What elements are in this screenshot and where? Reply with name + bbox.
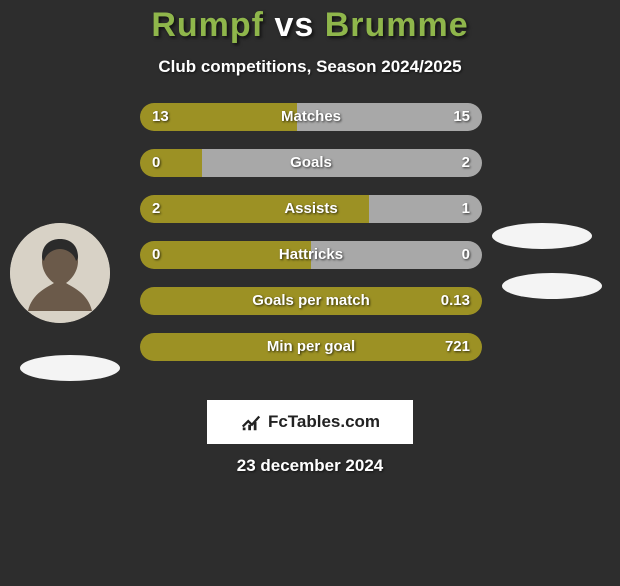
page-title: Rumpf vs Brumme	[0, 6, 620, 45]
title-right: Brumme	[325, 6, 469, 44]
title-vs: vs	[274, 6, 314, 44]
player-right-shadow-1	[492, 223, 592, 249]
subtitle: Club competitions, Season 2024/2025	[0, 57, 620, 77]
player-right-shadow-2	[502, 273, 602, 299]
person-icon	[10, 223, 110, 323]
stat-label: Matches	[140, 103, 482, 131]
stat-label: Goals per match	[140, 287, 482, 315]
player-left-shadow	[20, 355, 120, 381]
stat-row-hattricks: 00Hattricks	[140, 241, 482, 269]
stat-bars: 1315Matches 02Goals 21Assists 00Hattricks 0.…	[140, 103, 482, 379]
title-left: Rumpf	[151, 6, 264, 44]
stat-row-goals: 02Goals	[140, 149, 482, 177]
stat-label: Assists	[140, 195, 482, 223]
stat-label: Hattricks	[140, 241, 482, 269]
brand-text: FcTables.com	[268, 412, 380, 432]
stat-row-matches: 1315Matches	[140, 103, 482, 131]
chart-icon	[240, 411, 262, 433]
brand-badge: FcTables.com	[207, 400, 413, 444]
stat-row-assists: 21Assists	[140, 195, 482, 223]
stat-row-goals-per-match: 0.13Goals per match	[140, 287, 482, 315]
stat-row-min-per-goal: 721Min per goal	[140, 333, 482, 361]
footer-date: 23 december 2024	[0, 456, 620, 476]
player-left-avatar	[10, 223, 110, 323]
stat-label: Min per goal	[140, 333, 482, 361]
stat-label: Goals	[140, 149, 482, 177]
